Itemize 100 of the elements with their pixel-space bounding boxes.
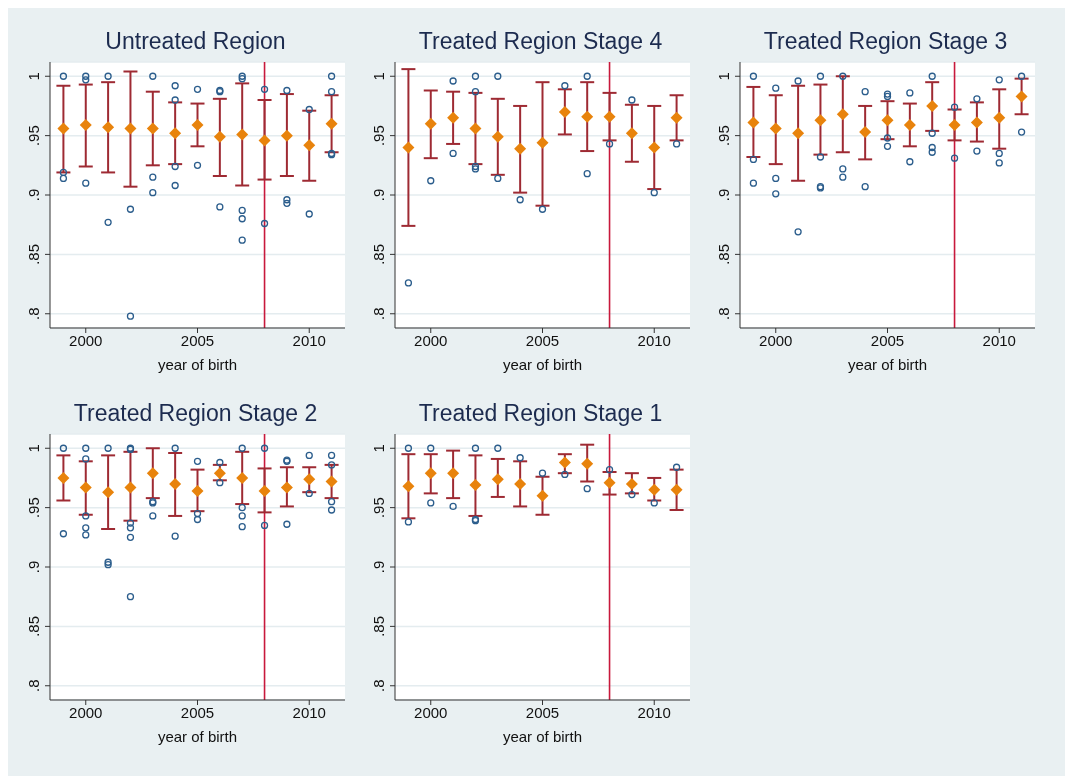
x-tick-label: 2005 [180,331,215,349]
point [404,279,413,287]
chart-title: Treated Region Stage 1 [417,400,664,428]
point [325,475,338,488]
point [1017,72,1026,80]
point [327,88,336,96]
point [171,181,179,190]
point [1017,128,1026,136]
point [995,149,1003,158]
x-tick-label: 2010 [637,703,671,721]
point [749,155,758,164]
x-tick-label: 2000 [69,331,103,349]
point [126,205,135,213]
point [427,177,435,185]
point [171,444,179,452]
point [216,479,224,487]
point [327,461,336,469]
point [861,183,869,191]
point [928,129,936,137]
point [536,136,549,149]
point [747,116,760,129]
point [928,72,936,80]
y-tick-label: .85 [25,243,42,265]
point [327,498,336,506]
point [216,458,224,467]
point [769,122,782,135]
point [995,159,1003,167]
point [558,105,571,118]
point [171,96,179,104]
point [558,456,571,469]
point [258,485,271,497]
point [538,469,547,477]
x-axis-title: year of birth [502,356,583,373]
point [581,110,594,123]
point [948,118,961,131]
point [402,141,415,154]
point [561,470,569,479]
point [749,179,758,187]
point [561,82,569,90]
point [581,457,594,470]
point [283,196,291,204]
point [126,593,135,601]
point [82,512,90,520]
point [491,473,504,486]
point [149,173,157,181]
point [881,114,894,127]
point [883,92,892,101]
point [191,118,204,131]
point [59,444,68,452]
point [538,205,547,213]
point [327,72,336,80]
point [926,99,939,112]
y-tick-label: .85 [370,243,387,265]
point [427,444,435,452]
point [859,126,872,139]
point [605,465,614,474]
point [928,143,936,152]
point [471,162,480,171]
point [238,215,246,223]
y-tick-label: 1 [370,72,387,81]
point [903,118,916,131]
point [104,72,112,80]
point [169,127,182,140]
point [494,444,502,452]
point [305,489,313,498]
point [327,451,336,460]
point [193,509,202,518]
point [447,111,460,124]
point [427,499,435,507]
point [193,85,202,93]
point [628,96,636,104]
point [1015,90,1028,103]
point [447,467,460,480]
y-tick-label: .9 [25,560,42,574]
point [303,473,316,486]
point [970,116,983,129]
point [57,122,70,135]
point [928,148,936,156]
chart-title: Treated Region Stage 3 [762,28,1009,56]
point [471,444,480,452]
y-tick-label: .95 [25,125,42,147]
point [193,161,202,169]
point [583,72,591,80]
point [950,154,959,162]
point [104,560,112,569]
point [149,512,157,520]
point [149,72,157,80]
point [449,502,457,511]
point [260,85,269,93]
point [146,122,159,135]
point [603,476,616,489]
point [238,72,246,80]
point [126,533,135,541]
y-tick-label: .8 [370,679,387,693]
point [402,480,415,493]
chart-title: Treated Region Stage 4 [417,28,664,56]
point [213,130,226,143]
point [494,174,502,183]
point [238,206,246,215]
point [59,168,68,177]
